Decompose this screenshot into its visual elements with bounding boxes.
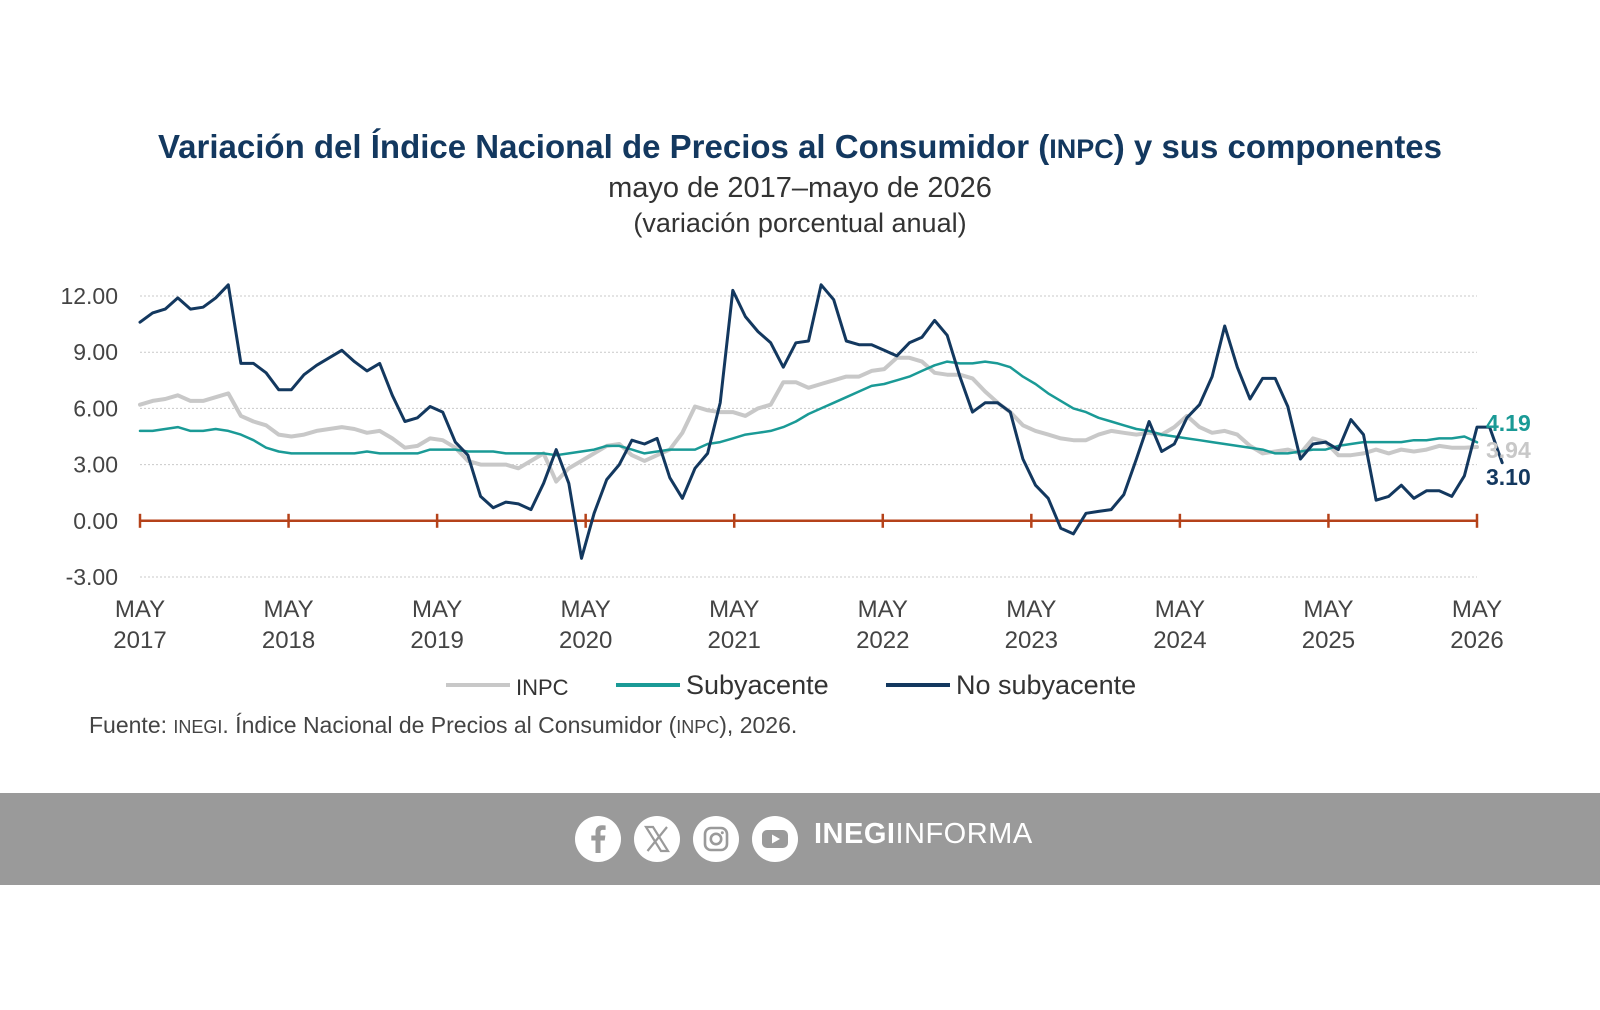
x-tick-label-month: MAY <box>1303 596 1353 623</box>
facebook-icon[interactable] <box>575 816 621 862</box>
end-label-inpc: 3.94 <box>1486 437 1531 463</box>
y-tick-label: 0.00 <box>73 508 118 534</box>
x-tick-label-month: MAY <box>115 596 165 623</box>
x-tick-label-year: 2026 <box>1450 627 1503 654</box>
legend-item-no-subyacente: No subyacente <box>886 668 1136 702</box>
x-tick-label-year: 2019 <box>410 627 463 654</box>
legend-swatch-subyacente <box>616 683 680 687</box>
legend-item-inpc: INPC <box>446 668 569 702</box>
x-tick-label-year: 2017 <box>113 627 166 654</box>
legend-item-subyacente: Subyacente <box>616 668 829 702</box>
chart-legend: INPC Subyacente No subyacente <box>0 668 1600 702</box>
end-label-subyacente: 4.19 <box>1486 410 1531 436</box>
x-tick-label-year: 2020 <box>559 627 612 654</box>
series-line-subyacente <box>138 360 1479 457</box>
youtube-icon[interactable] <box>752 816 798 862</box>
legend-label-no-subyacente: No subyacente <box>956 669 1137 700</box>
x-tick-label-month: MAY <box>561 596 611 623</box>
x-tick-label-month: MAY <box>263 596 313 623</box>
chart-subtitle: mayo de 2017–mayo de 2026 <box>608 172 992 204</box>
instagram-icon[interactable] <box>693 816 739 862</box>
x-tick-label-month: MAY <box>412 596 462 623</box>
x-tick-label-year: 2018 <box>262 627 315 654</box>
source-note: Fuente: INEGI. Índice Nacional de Precio… <box>89 712 798 738</box>
x-icon[interactable] <box>634 816 680 862</box>
y-tick-label: 9.00 <box>73 339 118 365</box>
x-tick-label-month: MAY <box>1006 596 1056 623</box>
series-line-inpc <box>138 355 1479 484</box>
legend-swatch-inpc <box>446 683 510 687</box>
x-tick-label-year: 2021 <box>708 627 761 654</box>
x-tick-label-month: MAY <box>709 596 759 623</box>
legend-label-inpc: INPC <box>516 675 569 700</box>
y-tick-label: -3.00 <box>66 564 118 590</box>
end-label-no-subyacente: 3.10 <box>1486 464 1531 490</box>
x-tick-label-month: MAY <box>1155 596 1205 623</box>
x-tick-label-year: 2023 <box>1005 627 1058 654</box>
y-tick-label: 6.00 <box>73 395 118 421</box>
legend-swatch-no-subyacente <box>886 683 950 687</box>
chart-title: Variación del Índice Nacional de Precios… <box>157 128 1443 165</box>
x-tick-label-year: 2024 <box>1153 627 1206 654</box>
footer-bar: INEGIINFORMA <box>0 793 1600 885</box>
y-tick-label: 3.00 <box>73 452 118 478</box>
x-tick-label-month: MAY <box>1452 596 1502 623</box>
chart-units: (variación porcentual anual) <box>633 208 967 238</box>
x-tick-label-month: MAY <box>858 596 908 623</box>
x-tick-label-year: 2022 <box>856 627 909 654</box>
series-line-no-subyacente <box>138 283 1504 560</box>
brand-wordmark[interactable]: INEGIINFORMA <box>814 818 1033 850</box>
x-tick-label-year: 2025 <box>1302 627 1355 654</box>
legend-label-subyacente: Subyacente <box>686 669 829 700</box>
y-tick-label: 12.00 <box>60 283 118 309</box>
